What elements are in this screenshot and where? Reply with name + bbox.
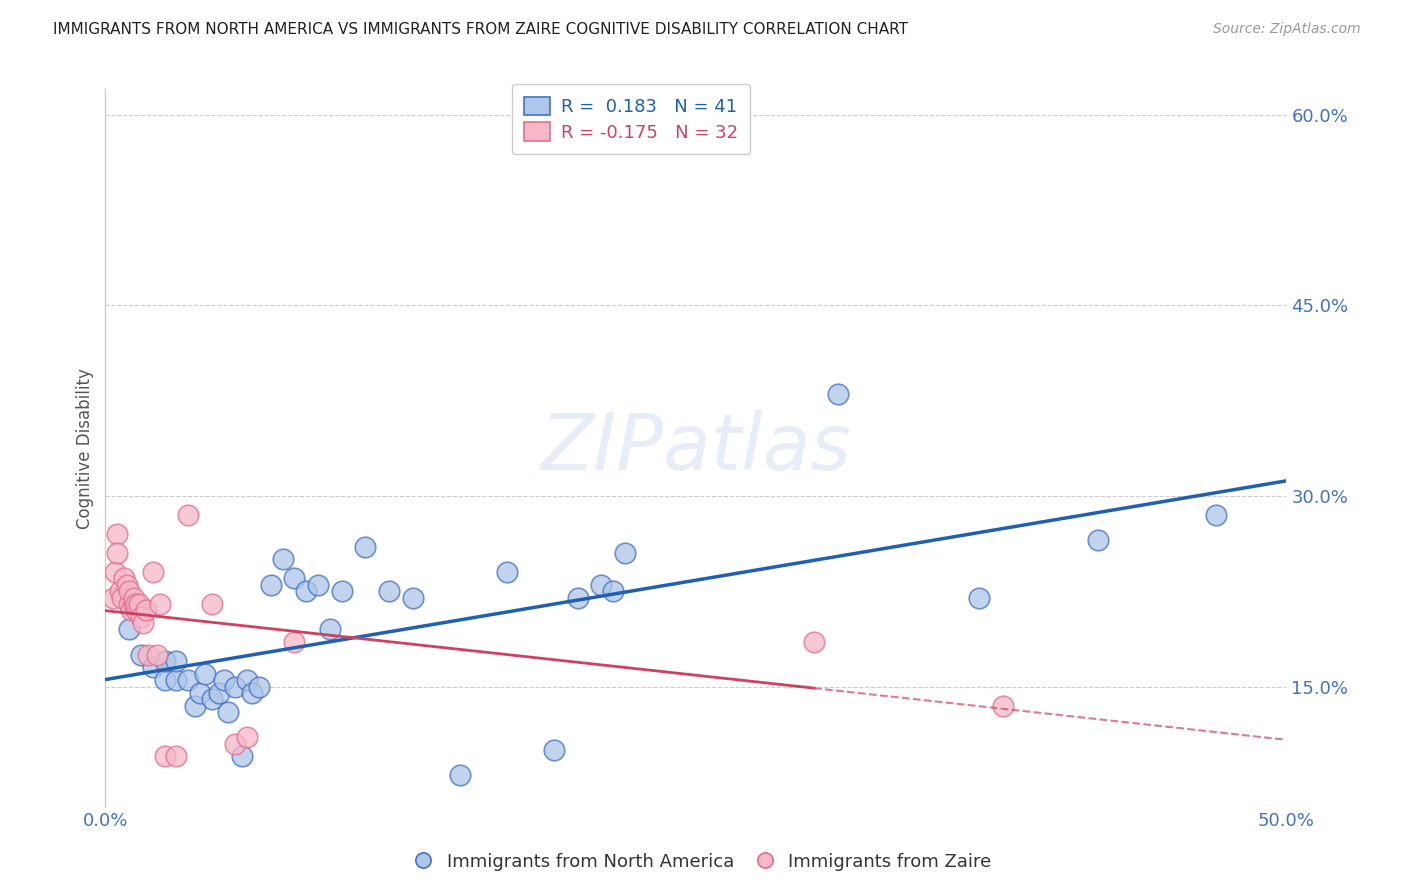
Point <box>149 597 172 611</box>
Point <box>201 597 224 611</box>
Point <box>330 584 353 599</box>
Point <box>118 623 141 637</box>
Text: IMMIGRANTS FROM NORTH AMERICA VS IMMIGRANTS FROM ZAIRE COGNITIVE DISABILITY CORR: IMMIGRANTS FROM NORTH AMERICA VS IMMIGRA… <box>53 22 908 37</box>
Y-axis label: Cognitive Disability: Cognitive Disability <box>76 368 94 529</box>
Point <box>118 584 141 599</box>
Point <box>165 749 187 764</box>
Point <box>969 591 991 605</box>
Point <box>177 508 200 522</box>
Point <box>122 591 145 605</box>
Point <box>354 540 377 554</box>
Point <box>111 591 134 605</box>
Point <box>129 609 152 624</box>
Point <box>827 387 849 401</box>
Point <box>142 565 165 579</box>
Point <box>184 698 207 713</box>
Point <box>153 673 176 688</box>
Point <box>112 572 135 586</box>
Point <box>401 591 423 605</box>
Legend: R =  0.183   N = 41, R = -0.175   N = 32: R = 0.183 N = 41, R = -0.175 N = 32 <box>512 84 751 154</box>
Point <box>104 565 127 579</box>
Point <box>271 552 294 566</box>
Point <box>378 584 401 599</box>
Point <box>283 572 305 586</box>
Point <box>217 705 239 719</box>
Point <box>128 597 150 611</box>
Point <box>224 737 246 751</box>
Point <box>125 597 148 611</box>
Text: ZIPatlas: ZIPatlas <box>540 410 852 486</box>
Point <box>319 623 342 637</box>
Point <box>177 673 200 688</box>
Point <box>212 673 235 688</box>
Point <box>208 686 231 700</box>
Point <box>142 660 165 674</box>
Point <box>295 584 318 599</box>
Point <box>101 591 124 605</box>
Point <box>449 768 471 782</box>
Point <box>188 686 211 700</box>
Point <box>194 666 217 681</box>
Point <box>129 648 152 662</box>
Point <box>165 654 187 668</box>
Point <box>105 546 128 560</box>
Point <box>803 635 825 649</box>
Point <box>105 527 128 541</box>
Point <box>136 648 159 662</box>
Point <box>614 546 637 560</box>
Point <box>247 680 270 694</box>
Legend: Immigrants from North America, Immigrants from Zaire: Immigrants from North America, Immigrant… <box>408 846 998 879</box>
Point <box>153 749 176 764</box>
Point <box>135 603 157 617</box>
Point <box>122 597 145 611</box>
Point <box>307 578 329 592</box>
Point <box>602 584 624 599</box>
Point <box>115 578 138 592</box>
Point <box>120 603 142 617</box>
Point <box>153 654 176 668</box>
Point <box>125 603 148 617</box>
Text: Source: ZipAtlas.com: Source: ZipAtlas.com <box>1213 22 1361 37</box>
Point <box>591 578 613 592</box>
Point <box>201 692 224 706</box>
Point <box>260 578 283 592</box>
Point <box>118 597 141 611</box>
Point <box>991 698 1014 713</box>
Point <box>236 673 259 688</box>
Point <box>283 635 305 649</box>
Point <box>132 615 155 630</box>
Point <box>1205 508 1227 522</box>
Point <box>567 591 589 605</box>
Point <box>224 680 246 694</box>
Point <box>240 686 263 700</box>
Point <box>146 648 169 662</box>
Point <box>108 584 131 599</box>
Point <box>543 743 565 757</box>
Point <box>236 731 259 745</box>
Point <box>496 565 519 579</box>
Point <box>231 749 253 764</box>
Point <box>1087 533 1109 548</box>
Point <box>165 673 187 688</box>
